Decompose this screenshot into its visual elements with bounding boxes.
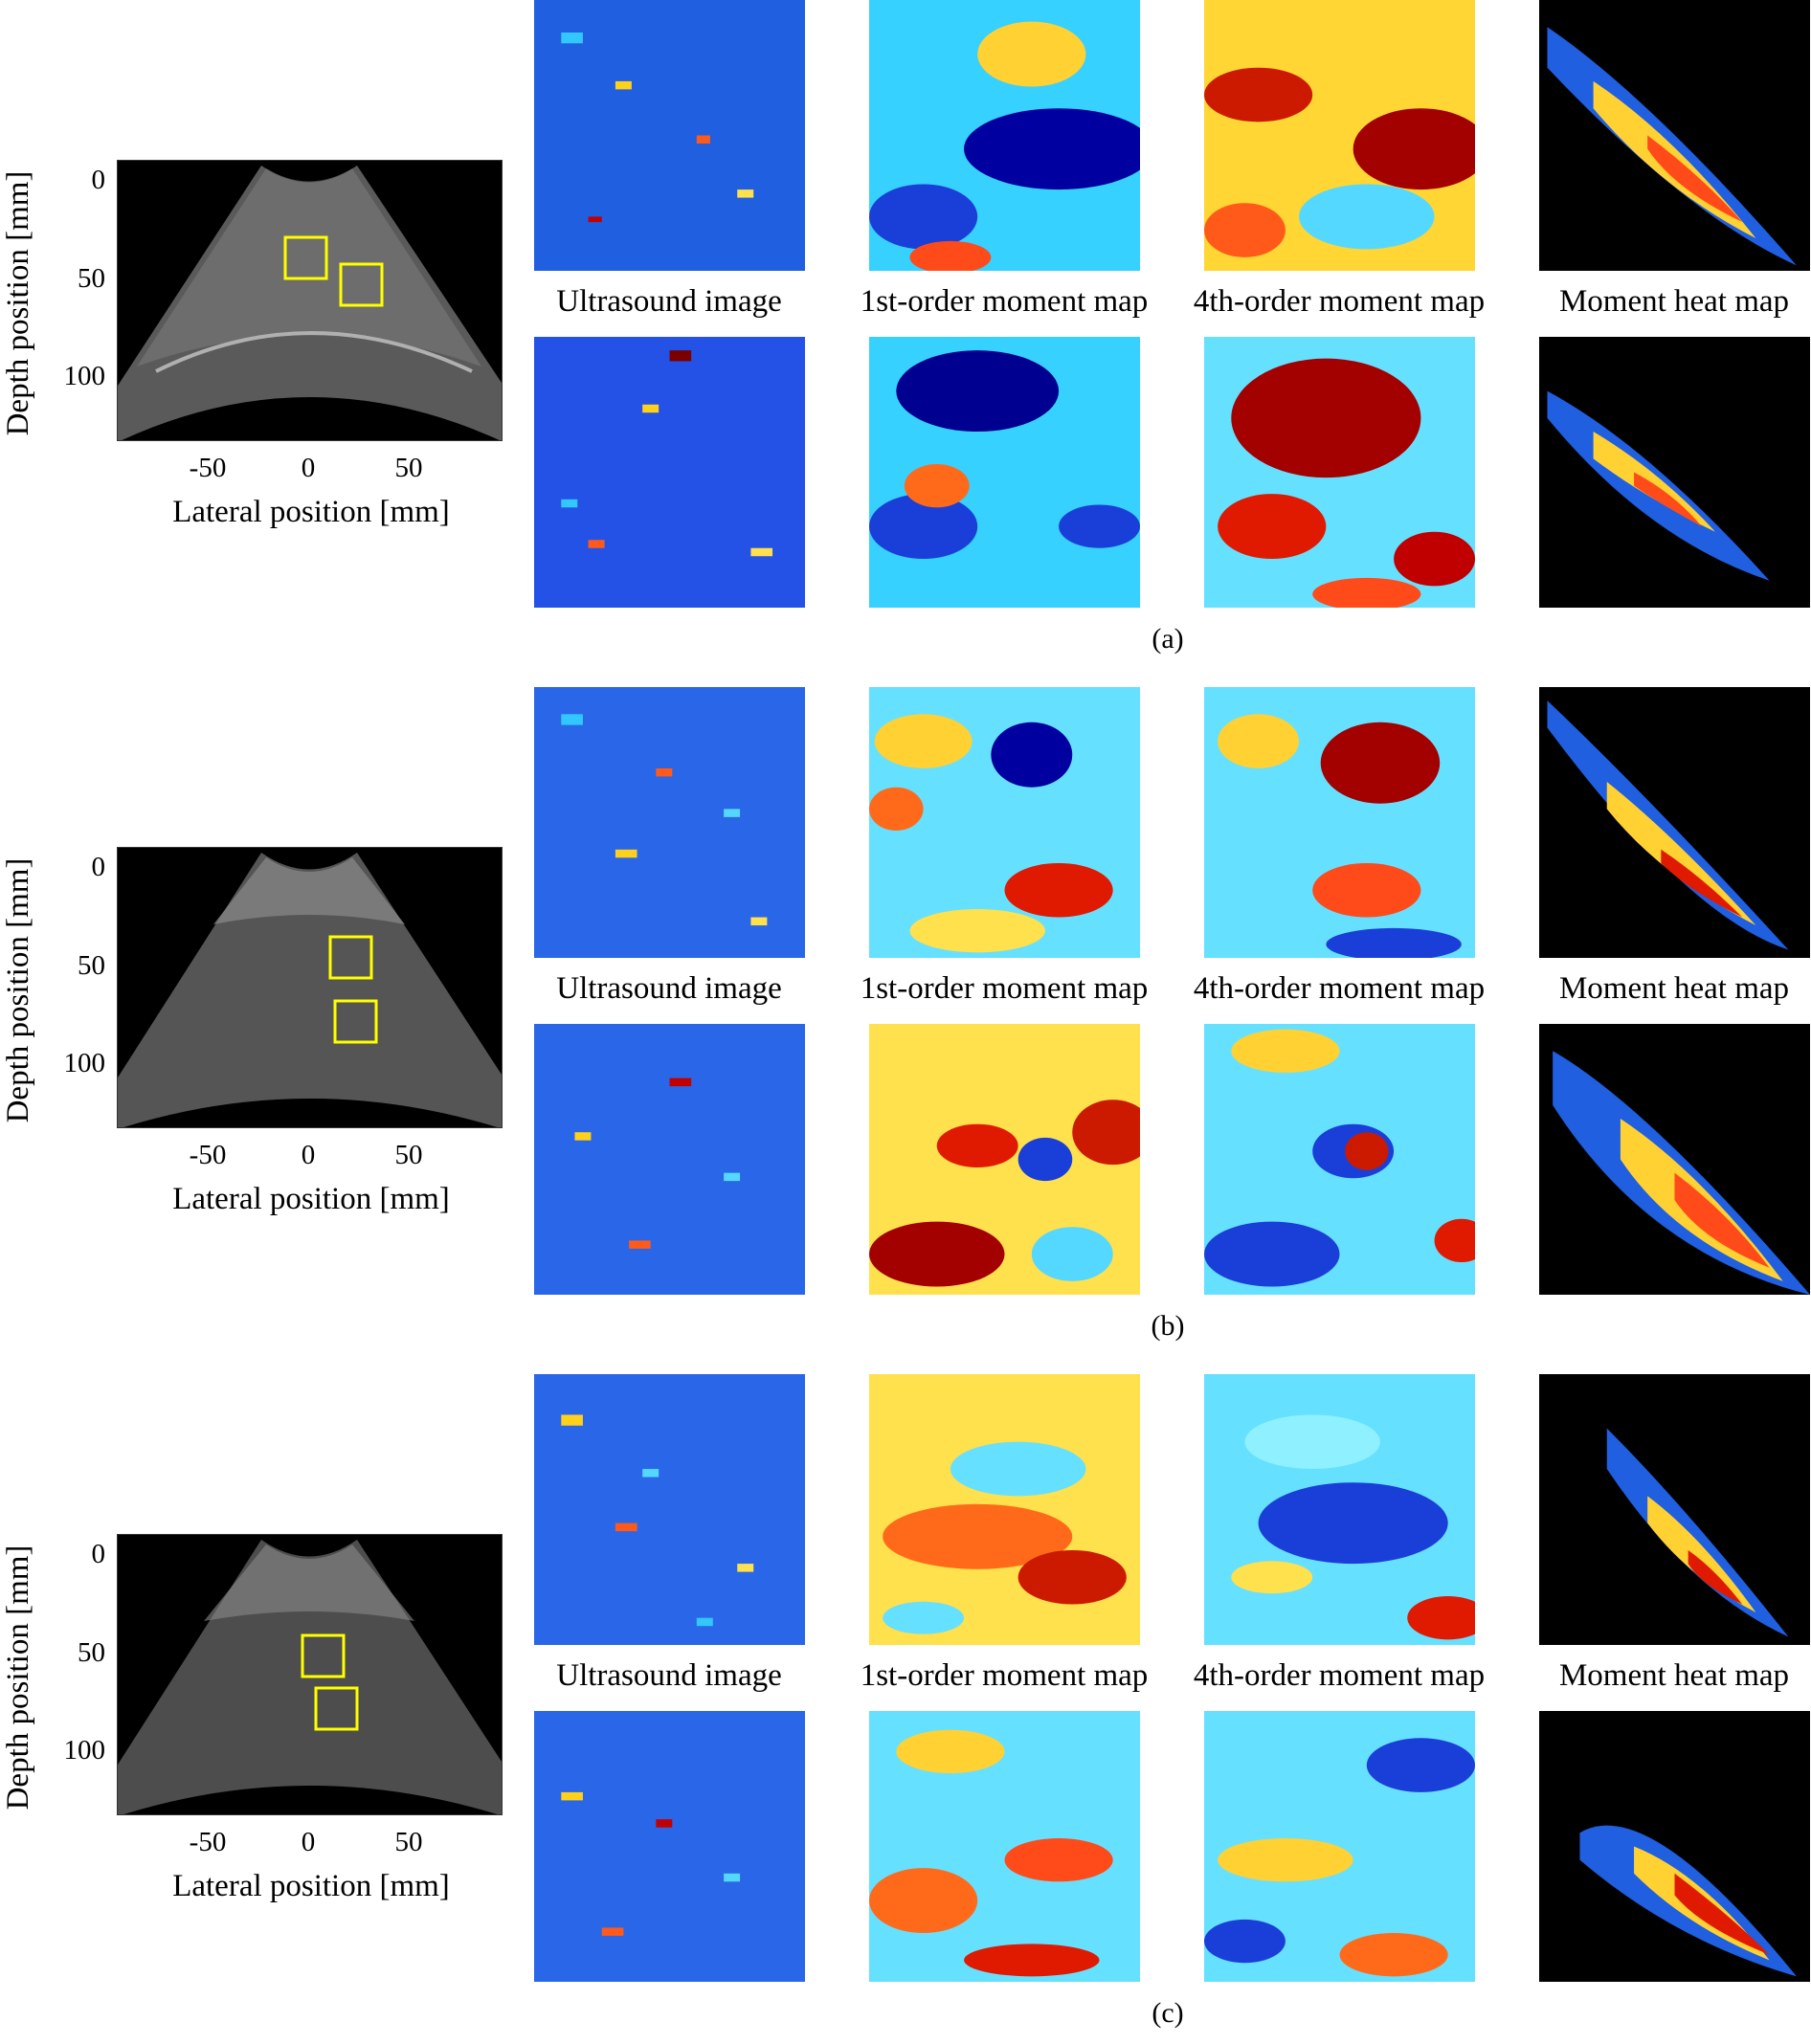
roi-box-upper [301,1633,346,1678]
first-moment-map-tile-2 [869,1024,1140,1295]
moment-heat-map-tile-2 [1539,337,1810,608]
x-tick-neg50: -50 [189,453,227,483]
x-tick-50: 50 [394,1140,423,1170]
y-axis-label: Depth position [mm] [1,1544,35,1811]
caption-fourth-order-moment-map: 4th-order moment map [1193,1658,1486,1693]
x-tick-50: 50 [394,1827,423,1857]
roi-box-lower [339,262,384,307]
roi-box-upper [283,235,328,280]
x-tick-0: 0 [301,1827,316,1857]
ultrasound-bmode-image [117,160,503,441]
x-tick-0: 0 [301,1140,316,1170]
x-tick-neg50: -50 [189,1140,227,1170]
caption-moment-heat-map: Moment heat map [1558,284,1790,319]
caption-first-order-moment-map: 1st-order moment map [860,284,1149,319]
x-axis-label: Lateral position [mm] [172,1182,450,1216]
caption-fourth-order-moment-map: 4th-order moment map [1193,284,1486,319]
y-tick-0: 0 [91,165,106,195]
caption-moment-heat-map: Moment heat map [1558,971,1790,1006]
roi-box-lower [333,999,378,1044]
y-tick-100: 100 [63,1735,106,1766]
fourth-moment-map-tile-1 [1204,0,1475,271]
y-tick-50: 50 [78,263,105,294]
first-moment-map-tile-2 [869,337,1140,608]
caption-first-order-moment-map: 1st-order moment map [860,1658,1149,1693]
panel-label-a: (a) [1151,623,1184,655]
y-axis-label: Depth position [mm] [1,857,35,1123]
moment-heat-map-tile-1 [1539,0,1810,271]
panel-a: Depth position [mm] 0 50 100 -50 0 50 La… [0,0,1811,670]
first-moment-map-tile-2 [869,1711,1140,1982]
roi-box-lower [314,1686,359,1731]
x-tick-50: 50 [394,453,423,483]
first-moment-map-tile-1 [869,1374,1140,1645]
ultrasound-bmode-image [117,1534,503,1815]
caption-moment-heat-map: Moment heat map [1558,1658,1790,1693]
y-tick-100: 100 [63,1048,106,1078]
y-tick-100: 100 [63,361,106,391]
panel-label-c: (c) [1151,1997,1184,2029]
y-tick-50: 50 [78,1637,105,1668]
ultrasound-roi-tile-2 [534,337,805,608]
x-tick-0: 0 [301,453,316,483]
ultrasound-bmode-image [117,847,503,1128]
caption-ultrasound-image: Ultrasound image [556,971,782,1006]
y-axis-label: Depth position [mm] [1,170,35,436]
ultrasound-roi-tile-1 [534,1374,805,1645]
roi-box-upper [328,935,373,980]
moment-heat-map-tile-2 [1539,1711,1810,1982]
first-moment-map-tile-1 [869,0,1140,271]
caption-first-order-moment-map: 1st-order moment map [860,971,1149,1006]
fourth-moment-map-tile-1 [1204,687,1475,958]
first-moment-map-tile-1 [869,687,1140,958]
moment-heat-map-tile-1 [1539,1374,1810,1645]
x-axis-label: Lateral position [mm] [172,1869,450,1903]
moment-heat-map-tile-1 [1539,687,1810,958]
caption-ultrasound-image: Ultrasound image [556,284,782,319]
fourth-moment-map-tile-2 [1204,1711,1475,1982]
y-tick-0: 0 [91,1539,106,1569]
fourth-moment-map-tile-1 [1204,1374,1475,1645]
panel-b: Depth position [mm] 0 50 100 -50 0 50 La… [0,687,1811,1357]
caption-ultrasound-image: Ultrasound image [556,1658,782,1693]
y-tick-50: 50 [78,950,105,981]
ultrasound-roi-tile-2 [534,1711,805,1982]
panel-label-b: (b) [1151,1310,1185,1342]
x-axis-label: Lateral position [mm] [172,495,450,529]
fourth-moment-map-tile-2 [1204,1024,1475,1295]
ultrasound-roi-tile-1 [534,0,805,271]
y-tick-0: 0 [91,852,106,882]
caption-fourth-order-moment-map: 4th-order moment map [1193,971,1486,1006]
x-tick-neg50: -50 [189,1827,227,1857]
panel-c: Depth position [mm] 0 50 100 -50 0 50 La… [0,1374,1811,2044]
fourth-moment-map-tile-2 [1204,337,1475,608]
moment-heat-map-tile-2 [1539,1024,1810,1295]
ultrasound-roi-tile-2 [534,1024,805,1295]
ultrasound-roi-tile-1 [534,687,805,958]
